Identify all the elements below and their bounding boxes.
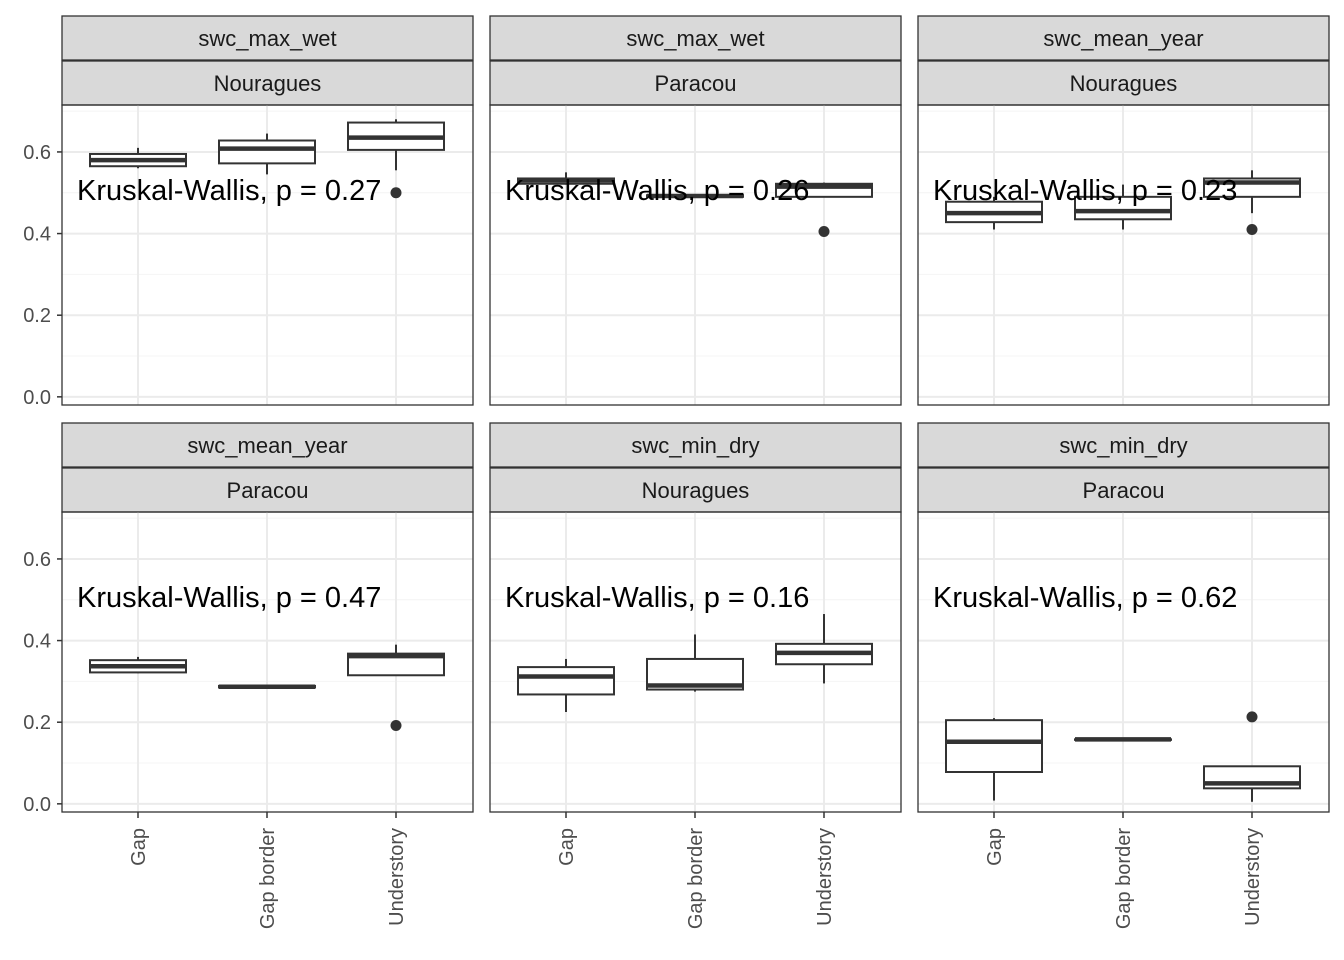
strip-variable-label: swc_mean_year <box>1043 26 1203 51</box>
box-understory <box>347 119 445 199</box>
x-tick-label: Understory <box>386 828 408 926</box>
facet-panel-6: swc_min_dry Paracou Kruskal-Wallis, p = 0.… <box>917 422 1330 930</box>
x-tick-label: Gap <box>128 828 150 866</box>
outlier-point <box>1246 711 1258 723</box>
box-understory <box>1203 170 1301 235</box>
box-understory <box>775 614 873 684</box>
x-tick-label: Gap <box>556 828 578 866</box>
box-body <box>347 652 445 677</box>
box-body <box>218 139 316 165</box>
strip-variable <box>489 422 902 468</box>
strip-site-label: Paracou <box>227 478 309 503</box>
y-tick-label: 0.0 <box>23 794 51 816</box>
box-gap <box>89 656 187 674</box>
strip-site <box>917 467 1330 513</box>
strip-site <box>489 467 902 513</box>
panel-border <box>917 104 1330 406</box>
y-tick-label: 0.6 <box>23 142 51 164</box>
y-tick-label: 0.4 <box>23 631 51 653</box>
strip-site-label: Paracou <box>1083 478 1165 503</box>
strip-site <box>917 60 1330 106</box>
x-tick-label: Gap border <box>257 828 279 930</box>
box-gap-border <box>1074 737 1172 742</box>
strip-site-label: Paracou <box>655 71 737 96</box>
kruskal-wallis-annotation: Kruskal-Wallis, p = 0.23 <box>933 175 1237 207</box>
box-gap-border <box>218 133 316 175</box>
y-tick-label: 0.6 <box>23 549 51 571</box>
box-gap <box>517 172 615 185</box>
kruskal-wallis-annotation: Kruskal-Wallis, p = 0.16 <box>505 582 809 614</box>
outlier-point <box>390 719 402 731</box>
strip-site-label: Nouragues <box>214 71 322 96</box>
box-body <box>1074 195 1172 221</box>
kruskal-wallis-annotation: Kruskal-Wallis, p = 0.27 <box>77 175 381 207</box>
strip-variable <box>917 422 1330 468</box>
panel-border <box>489 104 902 406</box>
x-tick-label: Gap <box>984 828 1006 866</box>
facet-panel-3: swc_mean_year Nouragues Kruskal-Wallis, p … <box>917 15 1330 406</box>
x-tick-label: Understory <box>1242 828 1264 926</box>
box-body <box>945 719 1043 774</box>
box-body <box>517 666 615 696</box>
strip-variable <box>61 15 474 61</box>
outlier-point <box>818 226 830 238</box>
strip-site-label: Nouragues <box>642 478 750 503</box>
y-tick-label: 0.2 <box>23 305 51 327</box>
y-tick-label: 0.4 <box>23 224 51 246</box>
strip-variable <box>489 15 902 61</box>
box-gap-border <box>646 634 744 692</box>
box-gap <box>945 718 1043 801</box>
strip-variable-label: swc_max_wet <box>626 26 764 51</box>
box-gap-border <box>1074 184 1172 230</box>
strip-site <box>61 60 474 106</box>
facet-panel-4: swc_mean_year Paracou Kruskal-Wallis, p = … <box>23 422 474 930</box>
strip-variable <box>917 15 1330 61</box>
outlier-point <box>390 187 402 199</box>
panel-border <box>61 104 474 406</box>
kruskal-wallis-annotation: Kruskal-Wallis, p = 0.47 <box>77 582 381 614</box>
facet-panel-5: swc_min_dry Nouragues Kruskal-Wallis, p = … <box>489 422 902 930</box>
strip-site <box>489 60 902 106</box>
x-tick-label: Understory <box>814 828 836 926</box>
box-gap <box>517 658 615 712</box>
box-understory <box>1203 711 1301 802</box>
kruskal-wallis-annotation: Kruskal-Wallis, p = 0.62 <box>933 582 1237 614</box>
box-understory <box>347 644 445 731</box>
strip-variable-label: swc_mean_year <box>187 433 347 458</box>
x-tick-label: Gap border <box>685 828 707 930</box>
facet-panel-1: swc_max_wet Nouragues Kruskal-Wallis, p = … <box>23 15 474 409</box>
box-gap <box>89 147 187 169</box>
box-gap <box>945 196 1043 230</box>
box-understory <box>775 182 873 238</box>
strip-variable <box>61 422 474 468</box>
outlier-point <box>1246 223 1258 235</box>
facet-panel-2: swc_max_wet Paracou Kruskal-Wallis, p = 0.… <box>489 15 902 406</box>
x-tick-label: Gap border <box>1113 828 1135 930</box>
strip-variable-label: swc_min_dry <box>1059 433 1187 458</box>
kruskal-wallis-annotation: Kruskal-Wallis, p = 0.26 <box>505 175 809 207</box>
strip-variable-label: swc_max_wet <box>198 26 336 51</box>
box-gap-border <box>218 684 316 689</box>
strip-site-label: Nouragues <box>1070 71 1178 96</box>
box-gap-border <box>646 193 744 199</box>
y-tick-label: 0.0 <box>23 387 51 409</box>
y-tick-label: 0.2 <box>23 712 51 734</box>
strip-variable-label: swc_min_dry <box>631 433 759 458</box>
